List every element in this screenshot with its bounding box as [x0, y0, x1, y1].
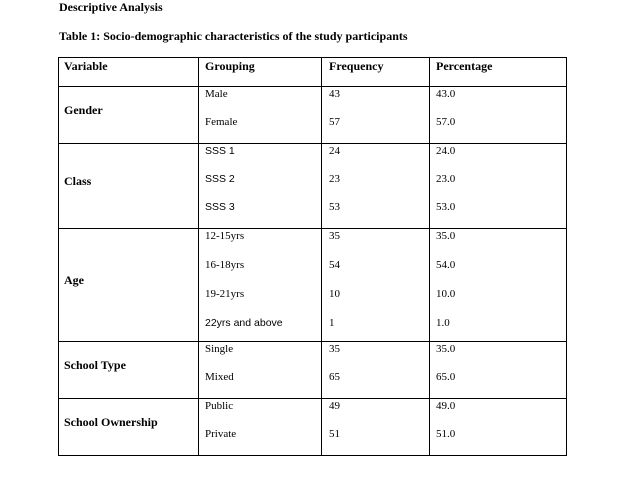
- percentage-cell: 1.0: [436, 317, 450, 329]
- percentage-cell: 51.0: [436, 428, 456, 440]
- frequency-cell: 43: [329, 88, 340, 100]
- row-divider: [59, 398, 566, 399]
- grouping-cell: 16-18yrs: [205, 259, 245, 271]
- header-percentage: Percentage: [436, 59, 493, 73]
- demographics-table: Variable Grouping Frequency Percentage Gende…: [58, 57, 567, 456]
- percentage-cell: 35.0: [436, 343, 456, 355]
- percentage-cell: 23.0: [436, 173, 456, 185]
- column-divider: [429, 58, 430, 455]
- grouping-cell: Male: [205, 88, 228, 100]
- header-variable: Variable: [64, 59, 108, 73]
- percentage-cell: 49.0: [436, 400, 456, 412]
- header-grouping: Grouping: [205, 59, 255, 73]
- grouping-cell: Public: [205, 400, 234, 412]
- grouping-cell: Female: [205, 116, 238, 128]
- variable-label: School Ownership: [64, 415, 158, 429]
- row-divider: [59, 228, 566, 229]
- grouping-cell: 22yrs and above: [205, 317, 283, 329]
- variable-label: Class: [64, 173, 92, 188]
- frequency-cell: 51: [329, 428, 340, 440]
- grouping-cell: 12-15yrs: [205, 230, 245, 242]
- row-divider: [59, 143, 566, 144]
- percentage-cell: 54.0: [436, 259, 456, 271]
- frequency-cell: 24: [329, 145, 340, 157]
- variable-label: Age: [64, 272, 84, 287]
- column-divider: [198, 58, 199, 455]
- percentage-cell: 53.0: [436, 201, 456, 213]
- percentage-cell: 43.0: [436, 88, 456, 100]
- grouping-cell: Single: [205, 343, 234, 355]
- grouping-cell: SSS 3: [205, 201, 235, 213]
- percentage-cell: 57.0: [436, 116, 456, 128]
- grouping-cell: 19-21yrs: [205, 288, 245, 300]
- frequency-cell: 10: [329, 288, 340, 300]
- frequency-cell: 54: [329, 259, 340, 271]
- row-divider: [59, 86, 566, 87]
- percentage-cell: 65.0: [436, 371, 456, 383]
- percentage-cell: 24.0: [436, 145, 456, 157]
- grouping-cell: Private: [205, 428, 237, 440]
- column-divider: [321, 58, 322, 455]
- grouping-cell: SSS 2: [205, 173, 235, 185]
- table-caption: Table 1: Socio-demographic characteristi…: [59, 29, 408, 43]
- frequency-cell: 1: [329, 317, 335, 329]
- frequency-cell: 53: [329, 201, 340, 213]
- grouping-cell: Mixed: [205, 371, 234, 383]
- frequency-cell: 35: [329, 343, 340, 355]
- frequency-cell: 57: [329, 116, 340, 128]
- frequency-cell: 23: [329, 173, 340, 185]
- frequency-cell: 35: [329, 230, 340, 242]
- variable-label: School Type: [64, 357, 126, 372]
- variable-label: Gender: [64, 102, 103, 117]
- row-divider: [59, 341, 566, 342]
- grouping-cell: SSS 1: [205, 145, 235, 157]
- header-frequency: Frequency: [329, 59, 384, 73]
- frequency-cell: 65: [329, 371, 340, 383]
- percentage-cell: 10.0: [436, 288, 456, 300]
- percentage-cell: 35.0: [436, 230, 456, 242]
- frequency-cell: 49: [329, 400, 340, 412]
- section-heading: Descriptive Analysis: [59, 0, 163, 14]
